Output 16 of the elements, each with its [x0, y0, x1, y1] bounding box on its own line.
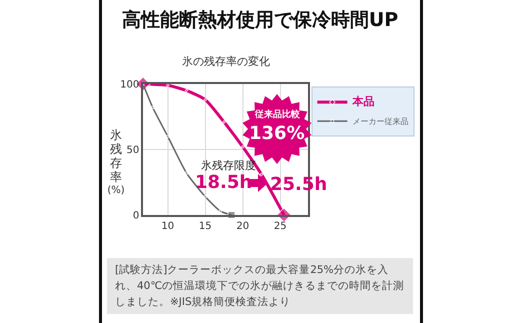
y-tick-label: 100	[120, 80, 140, 90]
y-tick-label: 0	[132, 210, 140, 222]
chart-title: 高性能断熱材使用で保冷時間UP	[122, 9, 398, 32]
x-tick-label: 10	[161, 220, 174, 232]
x-tick-label: 25	[274, 220, 287, 232]
text: [試験方法]クーラーボックスの最大容量25%分の氷を入れ、40℃の恒温環境下での氷が融けきるまでの時間を計測しました。※JIS規格簡便検査法より	[107, 258, 413, 314]
annotation: 従来品比較	[254, 109, 301, 120]
annotation: 136%	[249, 123, 305, 144]
annotation: 氷残存限度	[201, 159, 256, 172]
y-tick-label: 50	[126, 145, 140, 156]
x-tick-label: 20	[236, 220, 250, 232]
legend-label: 本品	[351, 95, 374, 108]
y-axis-title: 氷残存率(%)	[106, 128, 126, 198]
chart-subtitle: 氷の残存率の変化	[182, 55, 270, 68]
legend-label: メーカー従来品	[352, 117, 408, 126]
x-tick-label: 15	[198, 220, 212, 232]
